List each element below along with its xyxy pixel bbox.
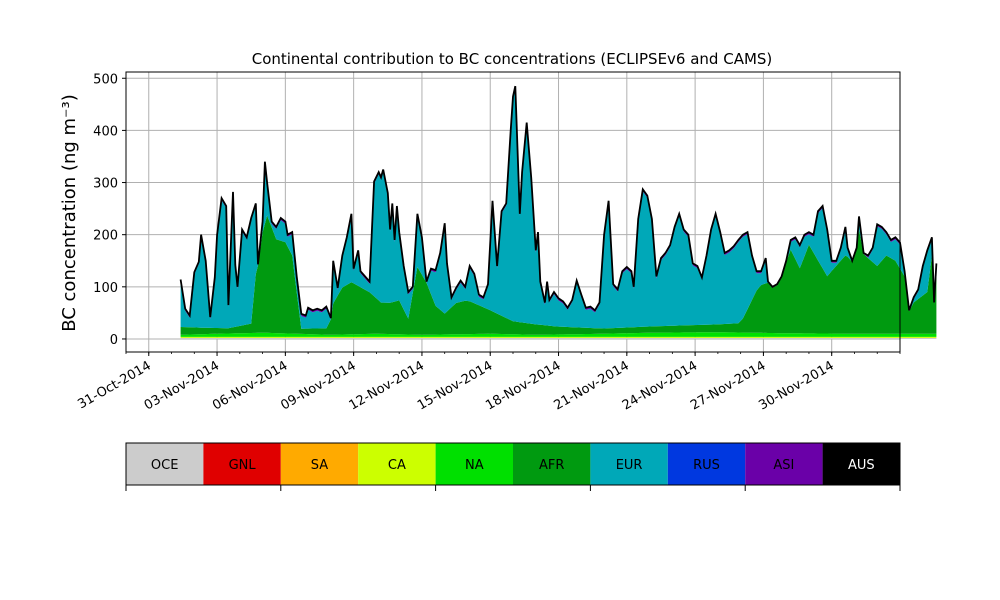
legend-label: SA <box>311 458 328 473</box>
plot-frame <box>125 71 901 353</box>
y-tick-label: 200 <box>93 229 118 244</box>
x-tick-label: 06-Nov-2014 <box>210 358 290 413</box>
stacked-areas <box>179 85 938 339</box>
legend-label: GNL <box>229 458 257 473</box>
x-tick-label: 09-Nov-2014 <box>278 358 358 413</box>
x-tick-label: 30-Nov-2014 <box>756 358 836 413</box>
area-ca <box>180 336 937 338</box>
x-tick-label: 24-Nov-2014 <box>620 358 700 413</box>
legend-label: NA <box>465 458 484 473</box>
legend-frame <box>125 442 901 486</box>
legend-label: CA <box>388 458 406 473</box>
area-oce <box>180 337 937 339</box>
legend-swatch-rus <box>667 443 746 485</box>
legend-label: RUS <box>693 458 720 473</box>
area-eur <box>180 88 937 329</box>
y-axis-label: BC concentration (ng m⁻³) <box>59 94 80 332</box>
legend-swatch-afr <box>513 443 591 485</box>
y-tick-label: 500 <box>93 72 118 87</box>
legend-swatch-eur <box>590 443 668 485</box>
x-tick-label: 03-Nov-2014 <box>142 358 222 413</box>
legend-label: AUS <box>848 458 875 473</box>
total-line <box>179 85 938 319</box>
legend-swatch-ca <box>358 443 436 485</box>
legend-label: OCE <box>151 458 179 473</box>
area-na <box>180 332 937 337</box>
chart-title: Continental contribution to BC concentra… <box>252 50 773 68</box>
x-tick-label: 15-Nov-2014 <box>415 358 495 413</box>
legend-swatch-sa <box>280 443 359 485</box>
legend-label: ASI <box>773 458 794 473</box>
area-afr <box>180 215 937 335</box>
region-legend: OCE GNL SA CA NA AFR EUR RUS ASI AUS <box>125 442 901 491</box>
x-tick-label: 18-Nov-2014 <box>483 358 563 413</box>
legend-swatch-asi <box>745 443 823 485</box>
legend-label: EUR <box>616 458 643 473</box>
x-tick-label: 12-Nov-2014 <box>347 358 427 413</box>
x-tick-label: 27-Nov-2014 <box>688 358 768 413</box>
y-tick-label: 0 <box>110 333 118 348</box>
x-tick-label: 21-Nov-2014 <box>552 358 632 413</box>
legend-swatch-oce <box>126 443 204 485</box>
legend-label: AFR <box>539 458 564 473</box>
legend-swatch-na <box>435 443 513 485</box>
legend-swatch-aus <box>822 443 900 485</box>
legend-swatch-gnl <box>203 443 281 485</box>
y-tick-label: 100 <box>93 281 118 296</box>
y-tick-label: 400 <box>93 124 118 139</box>
axes: 0 100 200 300 400 500 31-Oct-201403-Nov-201406… <box>75 71 901 413</box>
y-tick-label: 300 <box>93 177 118 192</box>
x-tick-label: 31-Oct-2014 <box>75 358 153 412</box>
